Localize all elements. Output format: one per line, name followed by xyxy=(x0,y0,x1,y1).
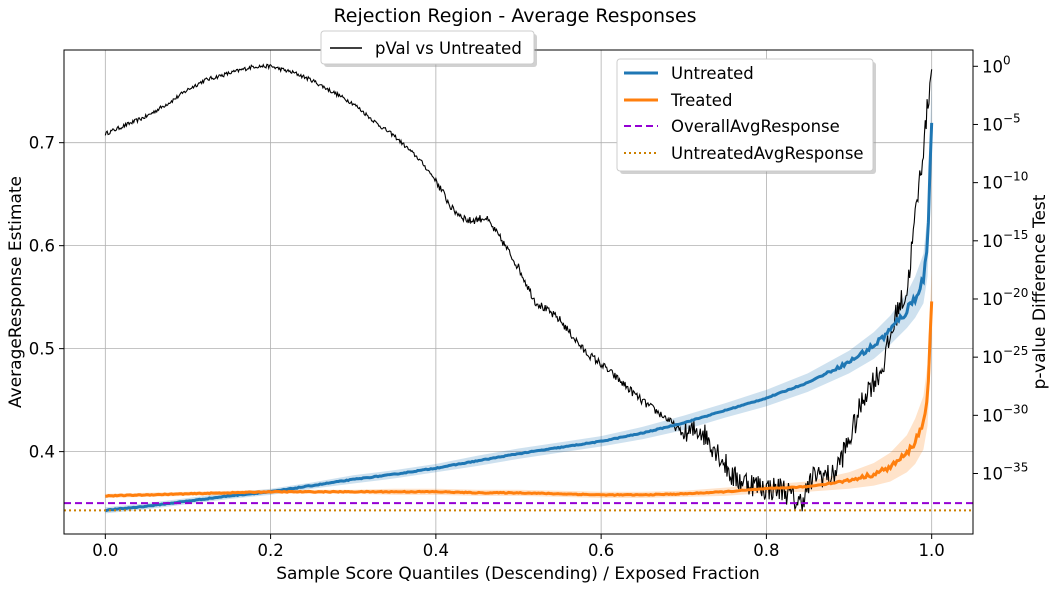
y-right-ticks: 100 10−5 10−10 10−15 10−20 10−25 10−30 10−35 xyxy=(973,53,1028,484)
y-right-tick-label: 100 xyxy=(982,53,1011,76)
legend-pval-label: pVal vs Untreated xyxy=(375,39,522,58)
chart-title: Rejection Region - Average Responses xyxy=(333,5,696,27)
legend-main: Untreated Treated OverallAvgResponse Unt… xyxy=(616,58,876,174)
y-tick-label: 0.5 xyxy=(29,340,55,359)
pval-line xyxy=(104,63,933,512)
x-tick-label: 0.0 xyxy=(92,541,118,560)
y-right-tick-label: 10−20 xyxy=(982,286,1028,309)
y-tick-label: 0.7 xyxy=(29,134,55,153)
legend-overall-label: OverallAvgResponse xyxy=(671,117,840,136)
y-right-tick-label: 10−35 xyxy=(982,461,1028,484)
treated-band xyxy=(105,269,932,498)
y-tick-label: 0.6 xyxy=(29,237,55,256)
y-right-tick-label: 10−5 xyxy=(982,111,1021,134)
x-tick-label: 0.4 xyxy=(423,541,449,560)
legend-pval: pVal vs Untreated xyxy=(320,30,537,67)
x-axis-label: Sample Score Quantiles (Descending) / Ex… xyxy=(276,564,760,584)
y-right-tick-label: 10−30 xyxy=(982,402,1028,425)
x-tick-label: 1.0 xyxy=(919,541,945,560)
x-tick-label: 0.2 xyxy=(257,541,283,560)
y-ticks: 0.4 0.5 0.6 0.7 xyxy=(29,134,64,462)
legend-untreated-avg-label: UntreatedAvgResponse xyxy=(671,144,864,163)
x-ticks: 0.0 0.2 0.4 0.6 0.8 1.0 xyxy=(92,534,945,560)
legend-untreated-label: Untreated xyxy=(671,64,754,83)
legend-pval-box xyxy=(320,30,535,65)
x-tick-label: 0.6 xyxy=(588,541,614,560)
y-tick-label: 0.4 xyxy=(29,443,55,462)
untreated-line xyxy=(104,122,934,513)
y-axis-label: AverageResponse Estimate xyxy=(6,176,26,408)
y-right-axis-label: p-value Difference Test xyxy=(1030,194,1050,389)
treated-line xyxy=(105,301,934,498)
x-tick-label: 0.8 xyxy=(753,541,779,560)
y-right-tick-label: 10−25 xyxy=(982,344,1028,367)
y-right-tick-label: 10−10 xyxy=(982,170,1028,193)
y-right-tick-label: 10−15 xyxy=(982,228,1028,251)
series-lines xyxy=(64,63,973,513)
legend-treated-label: Treated xyxy=(670,91,732,110)
legend-main-box xyxy=(616,58,874,172)
untreated-band xyxy=(105,78,932,514)
confidence-bands xyxy=(105,78,932,514)
